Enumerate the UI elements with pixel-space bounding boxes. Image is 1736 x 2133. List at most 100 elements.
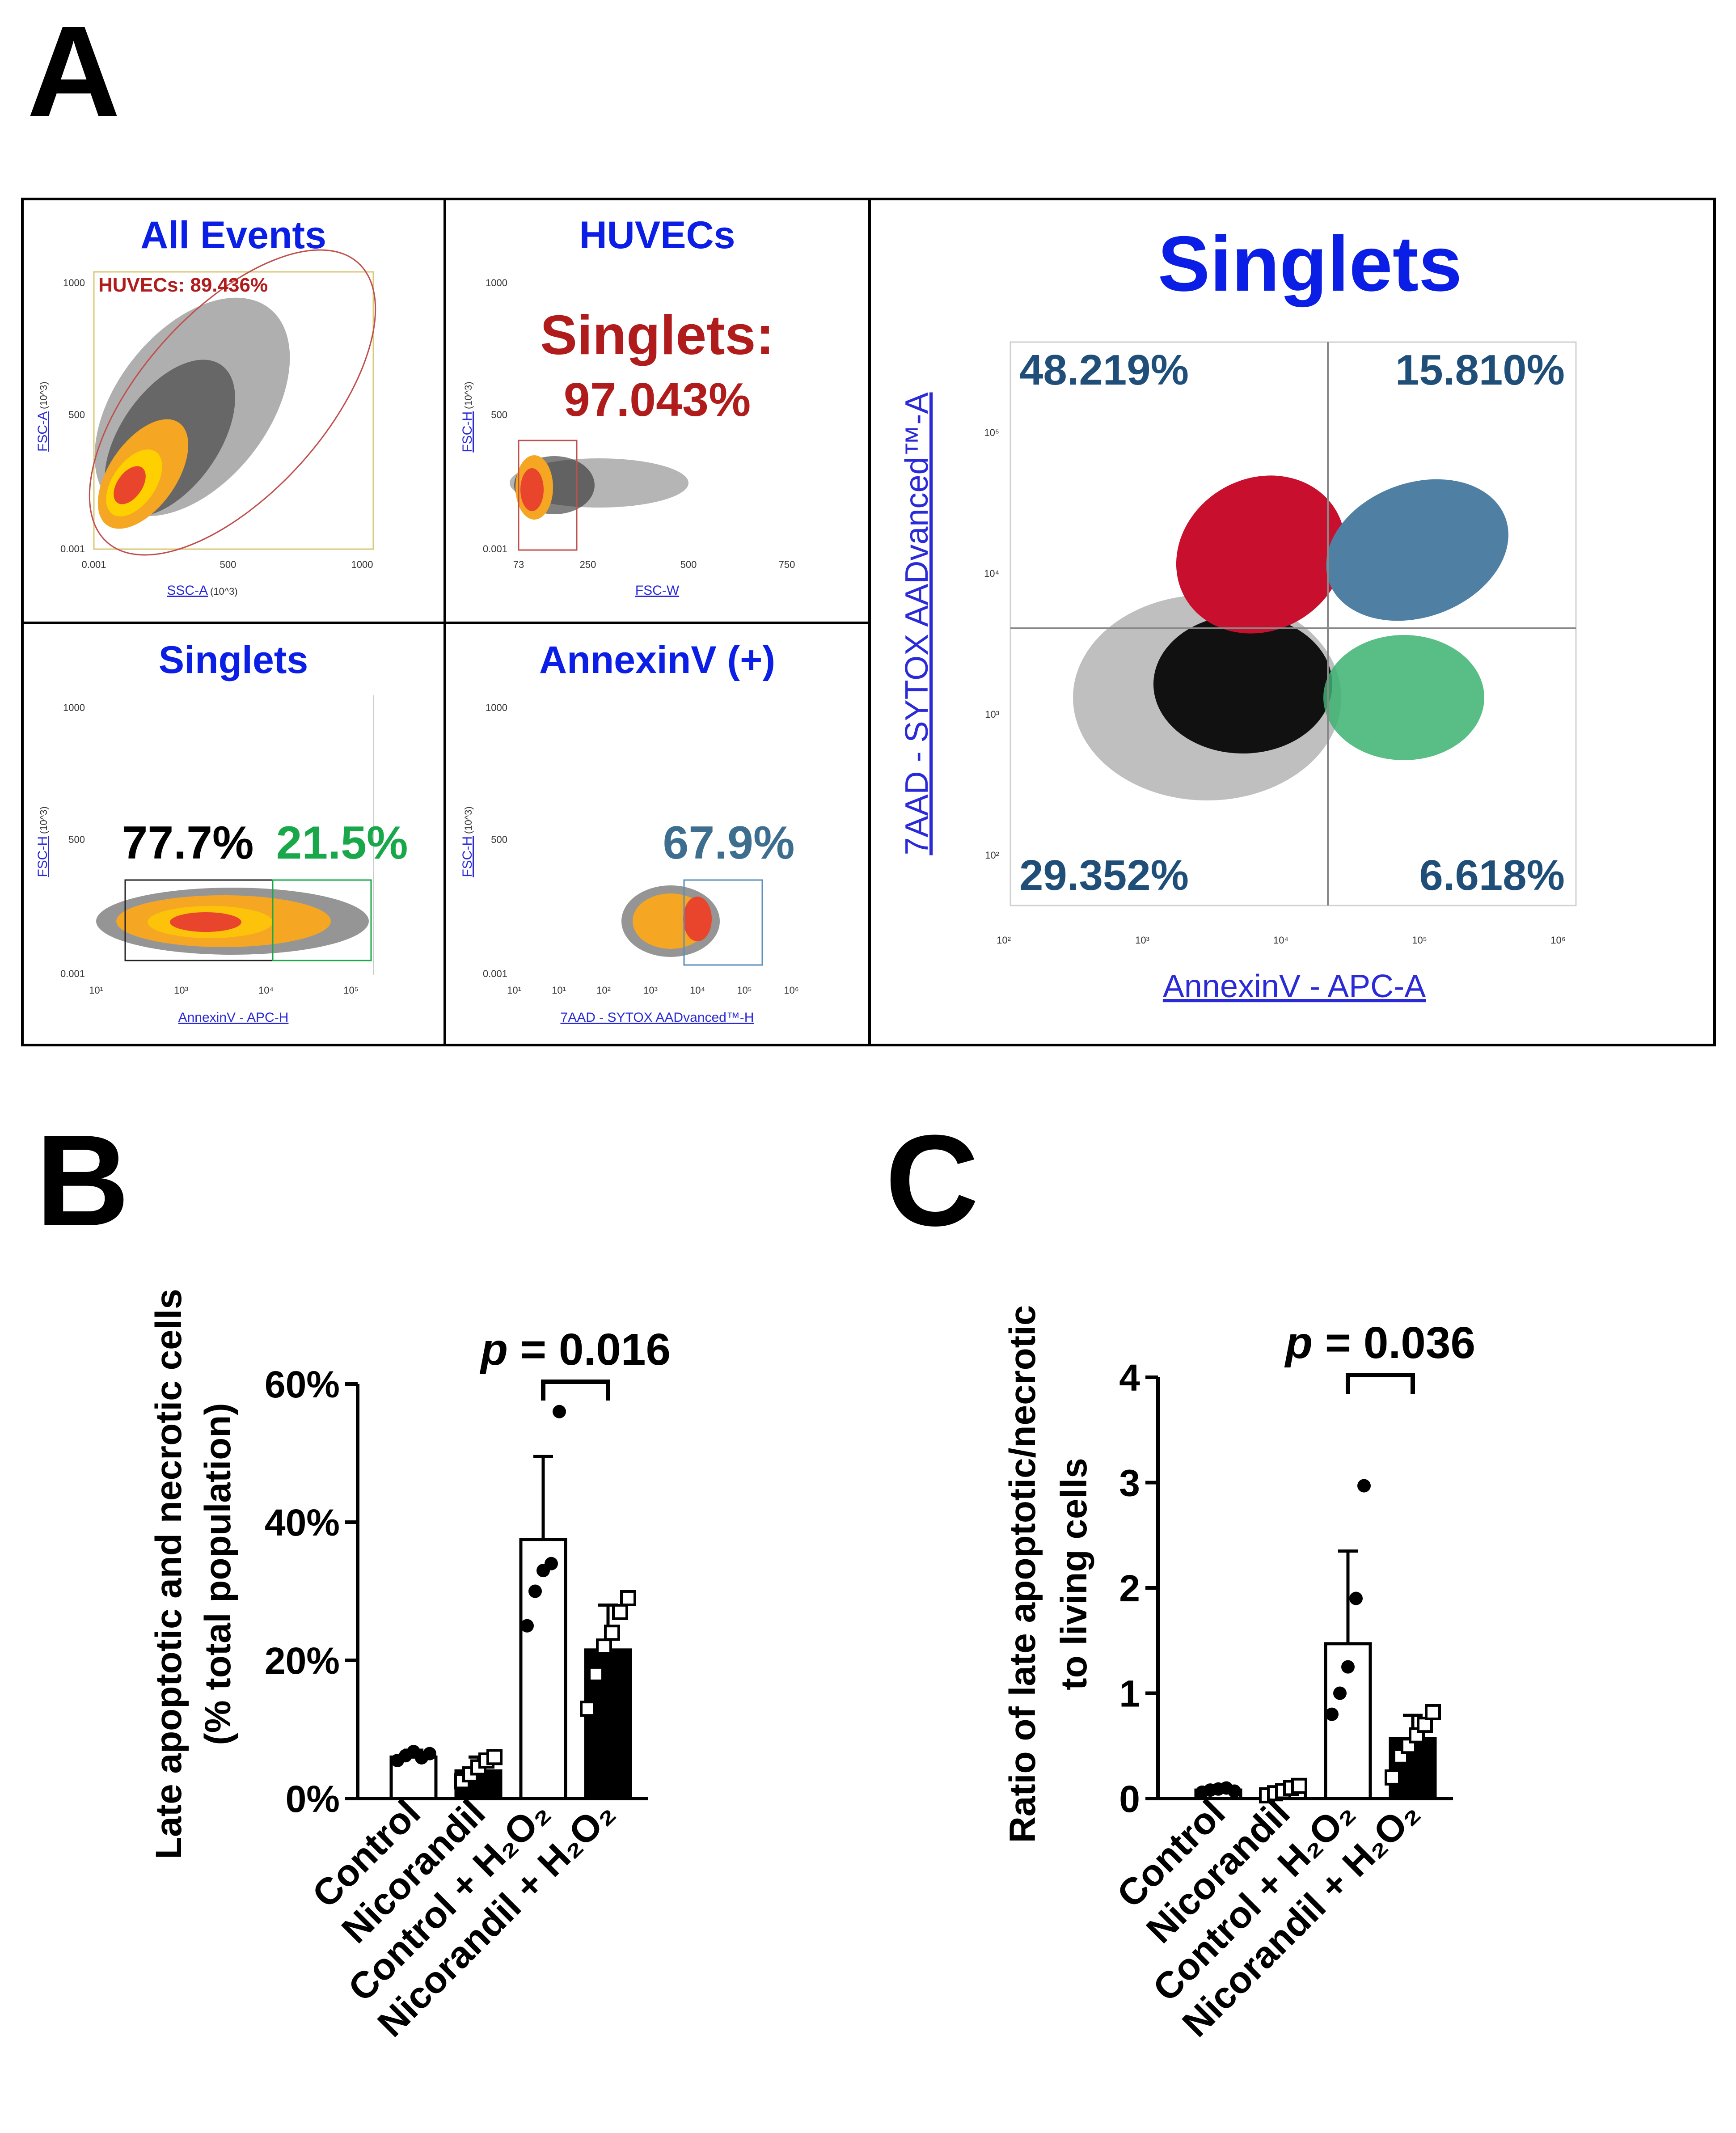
plot-huvecs: HUVECs Singlets: 97.043% 1000 500 0.001 … (460, 214, 795, 598)
quadrant-upper-left-pct: 48.219% (1019, 346, 1189, 394)
all-events-y-unit: (10^3) (38, 381, 49, 409)
annexin-pos-pct: 21.5% (276, 817, 408, 869)
chart-b-point (580, 1701, 596, 1717)
chart-b-point (528, 1584, 542, 1598)
annexin-pos-xtick-7: 10⁶ (784, 985, 799, 996)
quadrant-xtick-4: 10⁴ (1273, 935, 1288, 946)
panel-letter-b: B (36, 1108, 129, 1253)
chart-b-ylabel-line1: Late apoptotic and necrotic cells (148, 1289, 189, 1859)
singlets-small-xtick-2: 10³ (174, 985, 188, 996)
quadrant-title: Singlets (1158, 220, 1462, 308)
quadrant-xtick-5: 10⁵ (1412, 935, 1427, 946)
chart-c-ylabel-line1: Ratio of late apoptotic/necrotic (1002, 1305, 1043, 1843)
quadrant-lower-right-pct: 6.618% (1419, 851, 1565, 899)
chart-c-point (1349, 1591, 1363, 1605)
annexin-pos-ytick-0: 0.001 (483, 968, 507, 979)
chart-c-point (1291, 1778, 1307, 1794)
huvecs-y-unit: (10^3) (463, 381, 474, 409)
singlets-small-xtick-1: 10¹ (89, 985, 103, 996)
chart-c-point (1333, 1686, 1347, 1700)
huvecs-x-label: FSC-W (635, 583, 680, 598)
panel-a: All Events HUVECs: 89.436% 1000 500 0.00… (21, 198, 1716, 1046)
annexin-pos-xtick-4: 10³ (643, 985, 658, 996)
all-events-ytick-1000: 1000 (63, 277, 85, 288)
singlets-small-y-label: FSC-H (35, 836, 50, 877)
chart-c-point (1425, 1704, 1441, 1720)
chart-c-ylabel-line2: to living cells (1054, 1458, 1094, 1690)
panel-letter-a: A (27, 0, 120, 144)
quadrant-ytick-4: 10⁴ (984, 568, 999, 579)
annexin-pos-y-unit: (10^3) (463, 806, 474, 834)
chart-b-point (604, 1625, 620, 1641)
chart-c-ytick-label: 2 (1119, 1567, 1140, 1609)
singlets-small-ytick-1000: 1000 (63, 702, 85, 713)
all-events-density (94, 297, 290, 529)
chart-b-p-symbol: p (479, 1325, 508, 1375)
chart-b-ytick-label: 0% (286, 1778, 340, 1820)
huvecs-title: HUVECs (579, 214, 735, 257)
quadrant-xtick-3: 10³ (1135, 935, 1149, 946)
singlets-gate (518, 440, 578, 551)
all-events-x-unit: (10^3) (210, 586, 238, 597)
chart-b-point (520, 1619, 534, 1633)
chart-c-ytick-label: 3 (1119, 1462, 1140, 1504)
chart-c-point (1228, 1784, 1241, 1798)
huvecs-gate-label: HUVECs: 89.436% (98, 274, 268, 296)
chart-b-point (486, 1749, 503, 1765)
quadrant-upper-right-pct: 15.810% (1395, 346, 1565, 394)
singlets-gate-pct: 97.043% (564, 373, 751, 426)
chart-c-significance-bracket (1346, 1373, 1415, 1394)
singlets-small-xtick-3: 10⁴ (258, 985, 274, 996)
chart-b-ytick-label: 60% (265, 1363, 340, 1405)
singlets-small-ytick-0: 0.001 (60, 968, 85, 979)
quadrant-density (1073, 475, 1508, 800)
chart-b-point (545, 1557, 558, 1570)
singlets-small-density (96, 888, 369, 955)
chart-b-bar (519, 1538, 567, 1800)
annexin-pos-xtick-1: 10¹ (507, 985, 521, 996)
annexin-pos-xtick-3: 10² (596, 985, 611, 996)
chart-b-point (553, 1405, 566, 1418)
annexin-pos-gate (272, 879, 372, 961)
all-events-title: All Events (140, 214, 326, 257)
chart-b-point (612, 1604, 628, 1620)
all-events-xtick-0: 0.001 (81, 559, 106, 570)
quadrant-ytick-5: 10⁵ (984, 427, 999, 438)
annexin-neg-pct: 77.7% (122, 817, 254, 869)
chart-c-point (1385, 1769, 1401, 1786)
huvecs-ytick-500: 500 (491, 409, 507, 420)
huvecs-xtick-250: 250 (580, 559, 596, 570)
huvecs-ytick-0: 0.001 (483, 543, 507, 554)
plot-quadrant: Singlets 48.219% 15.810% 29.352% 6.618% … (899, 220, 1577, 1004)
annexin-pos-x-label: 7AAD - SYTOX AADvanced™-H (561, 1010, 754, 1025)
chart-c: Ratio of late apoptotic/necrotic to livi… (1002, 1305, 1475, 2045)
chart-b-ytick-label: 40% (265, 1502, 340, 1544)
chart-b-significance-bracket (541, 1380, 610, 1401)
singlets-small-ytick-500: 500 (68, 834, 85, 845)
singlets-gate-label: Singlets: (540, 305, 774, 366)
late-apoptotic-pct: 67.9% (663, 817, 795, 869)
plot-singlets-small: Singlets 77.7% 21.5% 1000 500 0.001 10¹ … (35, 639, 408, 1025)
chart-c-ytick-label: 1 (1119, 1673, 1140, 1715)
huvecs-xtick-73: 73 (513, 559, 524, 570)
chart-c-point (1357, 1479, 1371, 1493)
all-events-x-label: SSC-A (167, 583, 208, 598)
annexin-pos-xtick-6: 10⁵ (737, 985, 752, 996)
panel-letter-c: C (885, 1108, 979, 1253)
quadrant-plot-area (1009, 341, 1577, 906)
annexin-pos-ytick-500: 500 (491, 834, 507, 845)
chart-b-point (588, 1666, 604, 1682)
all-events-xtick-1000: 1000 (351, 559, 373, 570)
huvecs-y-label: FSC-H (460, 411, 475, 453)
annexin-pos-ytick-1000: 1000 (486, 702, 507, 713)
chart-b-point (423, 1747, 436, 1761)
all-events-ytick-0: 0.001 (60, 543, 85, 554)
singlets-small-title: Singlets (159, 639, 308, 681)
huvecs-gate (89, 249, 376, 556)
chart-c-p-symbol: p (1284, 1318, 1313, 1368)
quadrant-xtick-6: 10⁶ (1550, 935, 1566, 946)
annexin-pos-y-label: FSC-H (460, 836, 475, 877)
plot-annexin-pos: AnnexinV (+) 67.9% 1000 500 0.001 10¹ 10… (460, 639, 799, 1025)
huvecs-xtick-750: 750 (779, 559, 795, 570)
